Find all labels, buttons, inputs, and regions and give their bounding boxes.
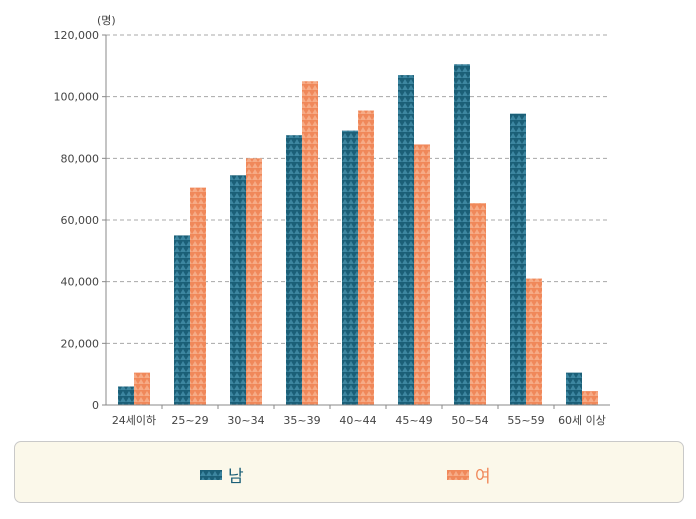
y-tick-label: 60,000 [61, 214, 100, 227]
legend: 남 여 [14, 441, 684, 503]
bar-male [510, 113, 526, 405]
bar-female [246, 158, 262, 405]
x-tick-label: 55~59 [507, 414, 544, 427]
bar-female [134, 372, 150, 405]
y-tick-label: 100,000 [54, 91, 100, 104]
x-tick-label: 60세 이상 [558, 414, 606, 427]
bar-male [342, 130, 358, 406]
x-tick-label: 24세이하 [112, 413, 156, 427]
bar-female [414, 144, 430, 406]
legend-swatch-male [200, 469, 222, 480]
x-tick-label: 45~49 [395, 414, 432, 427]
legend-item-male: 남 [200, 462, 244, 487]
bar-female [358, 110, 374, 406]
y-axis-unit-label: (명) [97, 14, 116, 27]
bar-male [398, 75, 414, 405]
bar-male [454, 64, 470, 406]
bar-female [470, 203, 486, 405]
x-tick-label: 25~29 [171, 414, 208, 427]
bar-male [230, 175, 246, 405]
legend-swatch-female [447, 469, 469, 480]
y-tick-label: 0 [92, 399, 99, 412]
y-tick-label: 40,000 [61, 276, 100, 289]
x-tick-label: 30~34 [227, 414, 264, 427]
bar-female [526, 278, 542, 405]
x-tick-label: 50~54 [451, 414, 488, 427]
bar-male [118, 386, 134, 405]
y-tick-label: 120,000 [54, 29, 100, 42]
bar-male [566, 372, 582, 405]
x-axis-ticks: 24세이하 25~29 30~34 35~39 40~44 45~49 50~54 55~59… [112, 405, 606, 427]
y-tick-label: 80,000 [61, 152, 100, 165]
legend-item-female: 여 [447, 462, 491, 487]
y-tick-label: 20,000 [61, 337, 100, 350]
y-axis-ticks: 0 20,000 40,000 60,000 80,000 100,000 120,000 [54, 29, 106, 412]
x-tick-label: 40~44 [339, 414, 376, 427]
bars [118, 64, 598, 406]
legend-label-female: 여 [475, 467, 491, 487]
bar-female [302, 81, 318, 405]
bar-female [190, 187, 206, 405]
bar-chart: (명) 0 20,000 40,000 60,000 80,000 100,000 120,… [54, 14, 610, 427]
legend-label-male: 남 [228, 467, 244, 487]
bar-male [286, 135, 302, 406]
bar-female [582, 391, 598, 405]
x-tick-label: 35~39 [283, 414, 320, 427]
bar-male [174, 235, 190, 405]
